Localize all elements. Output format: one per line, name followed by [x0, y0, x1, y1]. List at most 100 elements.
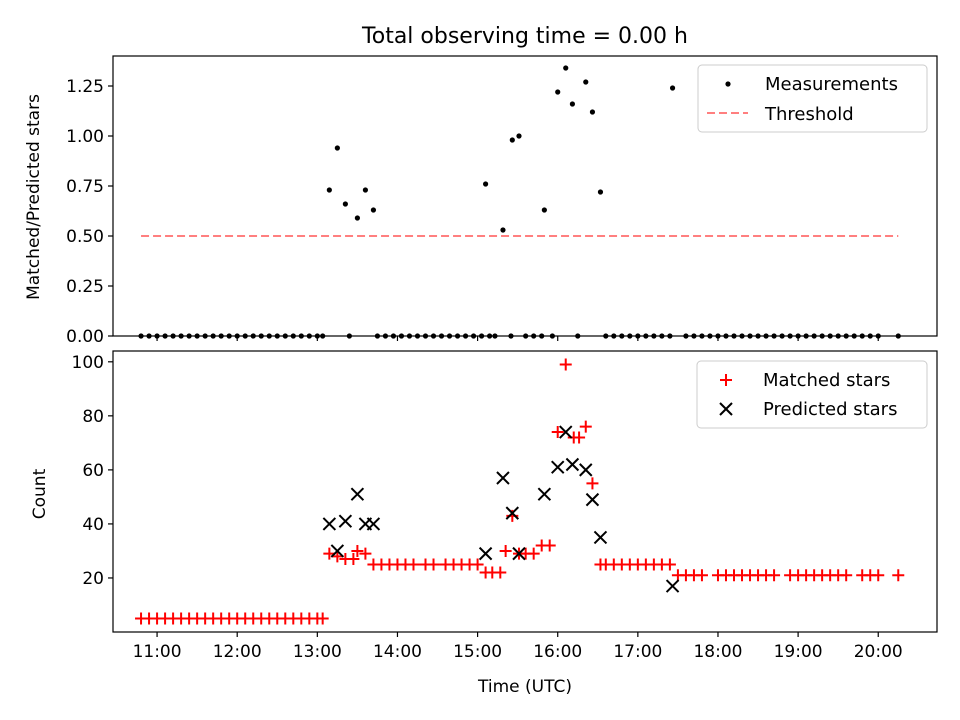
- matched-point: [499, 544, 512, 557]
- count-plot-x-ticks: 11:00 12:00 13:00 14:00 15:00 16:00 17:00 18:00…: [133, 632, 903, 662]
- measurement-point: [326, 187, 332, 193]
- predicted-point: [350, 487, 365, 501]
- predicted-point: [593, 530, 608, 545]
- measurement-point: [354, 215, 360, 221]
- measurement-point: [500, 227, 506, 233]
- measurement-point: [334, 145, 340, 151]
- ratio-legend-box: [697, 64, 928, 133]
- matched-point: [407, 558, 420, 571]
- predicted-point: [559, 425, 573, 439]
- predicted-point: [322, 517, 337, 531]
- measurement-point: [370, 207, 377, 213]
- measurement-point: [541, 207, 547, 213]
- measurement-point: [669, 85, 676, 91]
- count-plot-panel: 20 40 60 80 100 11:00 12:00 13:00 14:00 15:00 16:…: [30, 350, 938, 697]
- count-plot-marks: [135, 358, 905, 625]
- matched-point: [573, 431, 586, 444]
- x-tick-label: 11:00: [133, 642, 182, 662]
- measurement-point: [516, 133, 522, 139]
- y-tick-label: 0.25: [66, 277, 104, 297]
- predicted-point: [565, 457, 580, 472]
- count-plot-y-label: Count: [30, 468, 50, 519]
- predicted-point: [496, 471, 510, 485]
- x-tick-label: 16:00: [533, 642, 582, 662]
- y-tick-label: 40: [82, 515, 104, 535]
- measurement-point: [483, 181, 489, 187]
- matched-point: [579, 420, 592, 433]
- count-legend-box: [696, 360, 928, 429]
- threshold-legend-label: Threshold: [764, 104, 854, 125]
- measurement-point: [563, 65, 569, 71]
- matched-point: [527, 547, 540, 560]
- count-plot-legend: Matched stars Predicted stars: [696, 360, 928, 429]
- matched-point: [586, 477, 599, 490]
- matched-legend-label: Matched stars: [763, 370, 890, 391]
- predicted-point: [338, 514, 353, 528]
- matched-point: [316, 612, 329, 625]
- ratio-plot-y-label: Matched/Predicted stars: [24, 94, 44, 300]
- y-tick-label: 0.00: [66, 327, 104, 347]
- measurements-legend-label: Measurements: [765, 74, 898, 95]
- x-tick-label: 19:00: [774, 642, 823, 662]
- y-tick-label: 80: [82, 407, 104, 427]
- matched-point: [768, 569, 781, 582]
- matched-point: [543, 539, 556, 552]
- count-plot-x-label: Time (UTC): [477, 677, 572, 697]
- count-plot-frame: [112, 350, 938, 633]
- predicted-point: [505, 506, 520, 520]
- measurement-point: [583, 79, 589, 85]
- predicted-point: [665, 579, 680, 593]
- y-tick-label: 1.25: [66, 77, 104, 97]
- predicted-legend-label: Predicted stars: [763, 399, 897, 420]
- measurement-point: [509, 137, 515, 143]
- predicted-legend-marker: [719, 402, 733, 416]
- ratio-plot-y-ticks: 0.00 0.25 0.50 0.75 1.00 1.25: [66, 77, 113, 347]
- y-tick-label: 100: [72, 353, 104, 373]
- measurement-point: [569, 101, 576, 107]
- ratio-plot-legend: Measurements Threshold: [697, 64, 928, 133]
- matched-point: [559, 358, 572, 371]
- matched-point: [840, 569, 853, 582]
- predicted-point: [579, 463, 593, 477]
- predicted-point: [585, 492, 600, 507]
- x-tick-label: 18:00: [693, 642, 742, 662]
- x-tick-label: 12:00: [213, 642, 262, 662]
- measurement-point: [342, 201, 348, 207]
- x-tick-label: 20:00: [854, 642, 903, 662]
- matched-point: [347, 553, 360, 566]
- x-tick-label: 17:00: [613, 642, 662, 662]
- count-plot-y-ticks: 20 40 60 80 100: [72, 353, 113, 589]
- matched-legend-marker: [720, 374, 732, 386]
- x-tick-label: 13:00: [293, 642, 342, 662]
- x-tick-label: 15:00: [453, 642, 502, 662]
- figure-title: Total observing time = 0.00 h: [361, 24, 688, 49]
- predicted-point: [551, 460, 565, 474]
- ratio-plot-x-ticks: [156, 336, 879, 341]
- predicted-point: [512, 546, 526, 561]
- y-tick-label: 0.50: [66, 227, 104, 247]
- matched-point: [494, 566, 507, 579]
- predicted-point: [478, 546, 493, 561]
- matched-point: [359, 547, 372, 560]
- y-tick-label: 1.00: [66, 127, 104, 147]
- predicted-point: [366, 517, 381, 531]
- measurement-point: [555, 89, 561, 95]
- y-tick-label: 20: [82, 569, 104, 589]
- measurement-point: [589, 109, 596, 115]
- y-tick-label: 0.75: [66, 177, 104, 197]
- x-tick-label: 14:00: [373, 642, 422, 662]
- matched-point: [551, 426, 564, 439]
- predicted-point: [537, 487, 552, 501]
- predicted-point: [330, 544, 345, 558]
- matched-point: [695, 569, 708, 582]
- matched-point: [663, 558, 676, 571]
- matched-point: [427, 558, 440, 571]
- y-tick-label: 60: [82, 461, 104, 481]
- ratio-plot-panel: 0.00 0.25 0.50 0.75 1.00 1.25 Matched/Predict…: [24, 55, 938, 347]
- ratio-plot-frame: [112, 55, 938, 337]
- measurements-legend-marker: [725, 81, 731, 87]
- matched-point: [872, 569, 885, 582]
- measurement-point: [597, 189, 604, 195]
- matched-point: [471, 558, 484, 571]
